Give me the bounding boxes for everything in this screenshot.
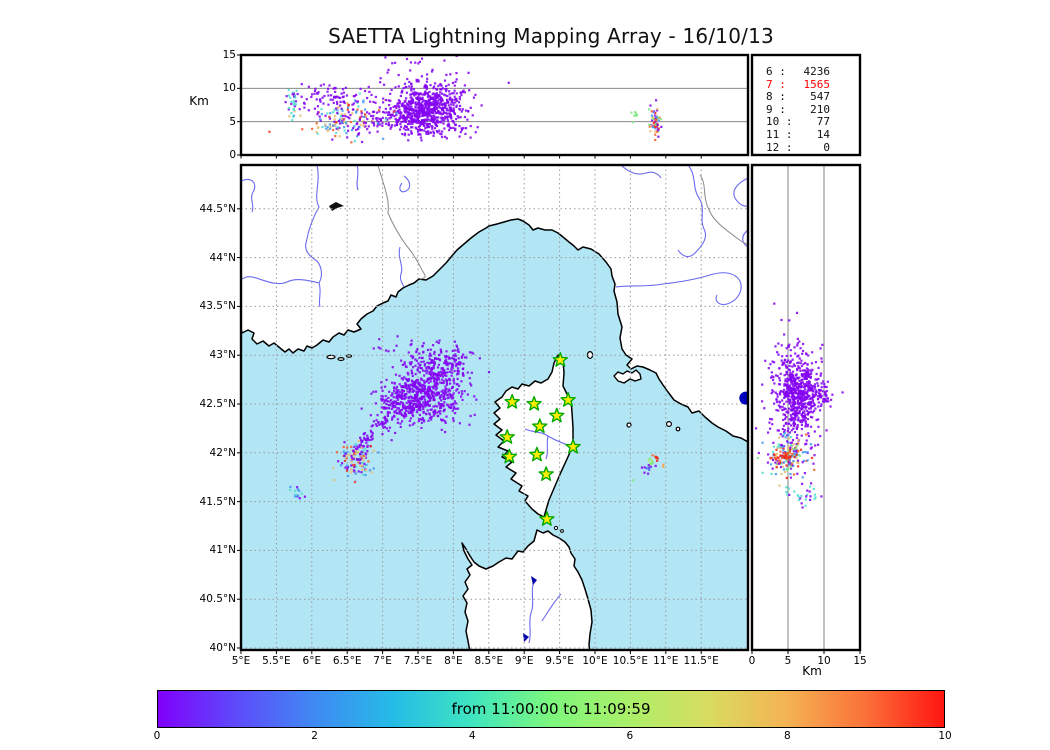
lon-tick-label: 6°E bbox=[302, 655, 322, 667]
lat-tick-label: 40.5°N bbox=[199, 593, 236, 606]
lat-tick-label: 43°N bbox=[209, 349, 236, 362]
lma-station-star bbox=[504, 393, 520, 409]
map-lightning-points bbox=[289, 335, 665, 500]
right-km-tick-label: 5 bbox=[784, 655, 792, 667]
island bbox=[560, 529, 564, 533]
altitude-tick-label: 10 bbox=[222, 82, 236, 95]
station-count-row: 10 :77 bbox=[766, 115, 830, 129]
lake bbox=[329, 202, 344, 211]
altitude-tick-label: 5 bbox=[229, 115, 236, 128]
lon-tick-label: 7.5°E bbox=[403, 655, 433, 667]
right-lightning-points bbox=[752, 302, 844, 509]
station-count-row: 7 :1565 bbox=[766, 77, 830, 91]
island bbox=[337, 357, 345, 362]
right-gridlines bbox=[787, 165, 825, 650]
mainland-coast bbox=[241, 165, 748, 443]
lon-tick-label: 8.5°E bbox=[474, 655, 504, 667]
lma-station-star bbox=[532, 418, 548, 434]
lma-station-star bbox=[552, 352, 568, 367]
lat-tick-label: 42°N bbox=[209, 446, 236, 459]
lon-tick-label: 10°E bbox=[582, 655, 608, 667]
lon-tick-label: 11.5°E bbox=[683, 655, 719, 667]
lon-tick-label: 9.5°E bbox=[545, 655, 574, 667]
lon-tick-label: 5°E bbox=[231, 655, 251, 667]
lake bbox=[523, 633, 529, 642]
map-panel bbox=[241, 165, 748, 650]
lma-station-star bbox=[549, 407, 565, 423]
lon-tick-label: 9°E bbox=[514, 655, 534, 667]
colorbar-tick-label: 6 bbox=[626, 730, 634, 742]
lma-station-star bbox=[499, 429, 515, 444]
colorbar-tick-label: 8 bbox=[784, 730, 791, 742]
altitude-tick-label: 15 bbox=[222, 49, 236, 61]
lat-tick-label: 44°N bbox=[209, 251, 236, 264]
top-panel-bg bbox=[241, 55, 748, 155]
stats-panel-border bbox=[750, 53, 862, 157]
lma-station-star bbox=[560, 392, 576, 407]
lon-tick-label: 6.5°E bbox=[332, 655, 362, 667]
island bbox=[326, 354, 336, 360]
source-count-table: 6 :4236 7 :1565 8 :547 9 :210 10 :77 11 :14 12… bbox=[752, 55, 860, 155]
lon-tick-label: 8°E bbox=[444, 655, 463, 667]
lat-tick-label: 41°N bbox=[209, 544, 236, 557]
lma-station-star bbox=[538, 466, 554, 481]
station-count-row: 6 :4236 bbox=[766, 65, 830, 78]
island bbox=[553, 525, 559, 531]
lat-tick-label: 42.5°N bbox=[199, 398, 236, 410]
elba-island bbox=[613, 369, 642, 384]
lma-station-star bbox=[501, 448, 518, 464]
top-lightning-points bbox=[268, 55, 663, 144]
right-xlabel: Km bbox=[802, 664, 822, 678]
right-km-tick-label: 10 bbox=[817, 655, 831, 667]
time-window-label: from 11:00:00 to 11:09:59 bbox=[451, 700, 651, 718]
lat-tick-label: 41.5°N bbox=[199, 495, 236, 508]
map-panel-border bbox=[239, 163, 750, 652]
station-count-row: 9 :210 bbox=[766, 102, 830, 116]
lat-tick-label: 40°N bbox=[209, 642, 236, 654]
right-panel-border bbox=[750, 163, 862, 652]
lon-tick-label: 5.5°E bbox=[262, 655, 291, 667]
map-gridlines bbox=[241, 165, 748, 650]
lake bbox=[531, 576, 537, 585]
blue-site-marker bbox=[739, 391, 748, 405]
altitude-latitude-panel bbox=[752, 165, 860, 650]
colorbar-tick-label: 2 bbox=[311, 730, 318, 742]
country-borders bbox=[377, 165, 748, 280]
lon-tick-label: 7°E bbox=[373, 655, 392, 667]
station-count-row: 8 :547 bbox=[766, 90, 830, 104]
lat-tick-label: 44.5°N bbox=[199, 202, 236, 215]
lma-station-star bbox=[526, 395, 542, 411]
station-stars bbox=[499, 352, 581, 526]
colorbar-tick-label: 10 bbox=[938, 730, 952, 742]
colorbar-tick-label: 4 bbox=[468, 730, 476, 742]
lon-tick-label: 11°E bbox=[653, 655, 679, 667]
rivers bbox=[241, 165, 748, 644]
lma-station-star bbox=[529, 446, 545, 462]
top-ylabel: Km bbox=[189, 94, 209, 108]
lma-station-star bbox=[565, 438, 581, 454]
page-title: SAETTA Lightning Mapping Array - 16/10/1… bbox=[328, 24, 774, 48]
altitude-tick-label: 0 bbox=[229, 149, 236, 161]
island bbox=[675, 426, 681, 432]
top-gridlines bbox=[241, 87, 748, 123]
station-count-row: 12 :0 bbox=[766, 140, 830, 154]
lma-station-star bbox=[539, 511, 555, 526]
station-count-row: 11 :14 bbox=[766, 127, 830, 141]
time-colorbar: from 11:00:00 to 11:09:59 bbox=[157, 690, 945, 728]
panel-borders bbox=[239, 53, 862, 652]
lon-tick-label: 10.5°E bbox=[612, 655, 649, 667]
colorbar-tick-label: 0 bbox=[153, 730, 161, 742]
top-panel-border bbox=[239, 53, 750, 157]
altitude-longitude-panel bbox=[241, 55, 748, 155]
right-km-tick-label: 15 bbox=[853, 655, 867, 667]
right-km-tick-label: 0 bbox=[748, 655, 756, 667]
island bbox=[665, 421, 672, 428]
lat-tick-label: 43.5°N bbox=[199, 300, 236, 313]
